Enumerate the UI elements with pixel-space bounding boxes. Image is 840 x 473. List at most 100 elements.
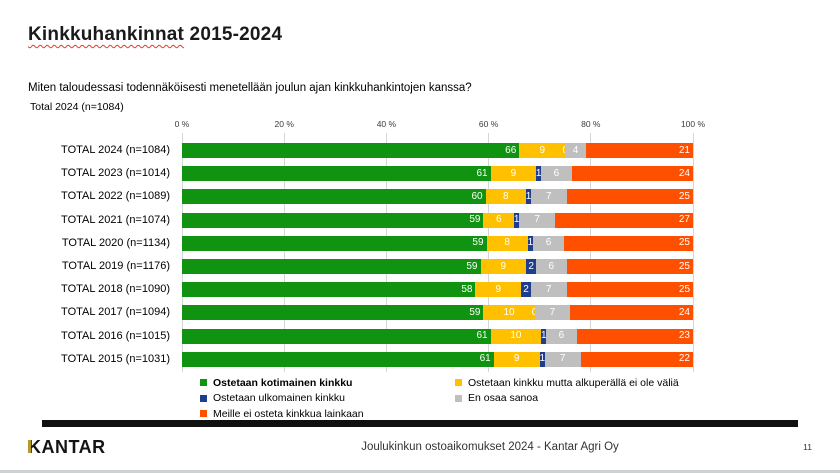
bar-segment: 21 xyxy=(585,143,693,159)
segment-value: 8 xyxy=(503,190,509,202)
segment-value: 10 xyxy=(510,330,522,342)
segment-value: 6 xyxy=(545,237,552,249)
axis-tick-label: 80 % xyxy=(581,119,601,129)
bar-segment: 25 xyxy=(566,259,693,275)
row-label: TOTAL 2019 (n=1176) xyxy=(61,259,170,272)
segment-value: 66 xyxy=(505,144,517,156)
bar-segment: 6 xyxy=(546,328,577,344)
bar-segment: 59 xyxy=(182,305,484,321)
row-label: TOTAL 2020 (n=1134) xyxy=(61,236,170,249)
bar-segment: 23 xyxy=(576,328,693,344)
bar-segment: 1 xyxy=(514,212,519,228)
legend-label: Meille ei osteta kinkkua lainkaan xyxy=(213,407,364,420)
segment-value: 25 xyxy=(678,260,690,272)
segment-value: 25 xyxy=(678,283,691,295)
segment-value: 7 xyxy=(534,214,540,226)
gridline xyxy=(590,133,592,372)
row-label: TOTAL 2024 (n=1084) xyxy=(61,144,170,156)
segment-value: 7 xyxy=(546,283,552,295)
axis-tick-label: 40 % xyxy=(376,119,397,129)
legend-item: Ostetaan kotimainen kinkku xyxy=(200,375,364,391)
segment-value: 1 xyxy=(527,237,534,249)
segment-value: 59 xyxy=(469,306,481,318)
legend-swatch xyxy=(200,410,207,418)
bar-segment: 66 xyxy=(182,143,520,159)
gridline xyxy=(181,133,183,372)
legend-swatch xyxy=(200,379,207,387)
bar-segment: 6 xyxy=(536,259,567,275)
bar-segment: 27 xyxy=(555,212,693,228)
segment-value: 9 xyxy=(500,260,507,272)
segment-value: 1 xyxy=(540,330,547,342)
bar-segment: 24 xyxy=(571,166,693,182)
title-years: 2015-2024 xyxy=(184,24,283,45)
segment-value: 1 xyxy=(525,190,532,202)
bar-row: 61 9 1 6 24 xyxy=(182,162,693,185)
x-axis: 0 % 20 % 40 % 60 % 80 % 100 % xyxy=(175,119,705,131)
bar-row: 61 10 1 6 23 xyxy=(182,325,693,348)
bar-row: 59 6 1 7 27 xyxy=(182,209,693,232)
bar-segment: 6 xyxy=(532,235,564,251)
row-label: TOTAL 2018 (n=1090) xyxy=(61,283,170,296)
row-labels: TOTAL 2024 (n=1084) TOTAL 2023 (n=1014) TO… xyxy=(0,139,170,371)
segment-value: 1 xyxy=(535,167,542,179)
bar-row: 60 8 1 7 25 xyxy=(182,185,693,208)
bar-segment: 7 xyxy=(534,305,571,321)
legend-swatch xyxy=(200,394,207,402)
segment-value: 59 xyxy=(472,237,484,249)
segment-value: 24 xyxy=(678,306,690,318)
segment-value: 6 xyxy=(558,330,565,342)
bar-row: 59100724 xyxy=(182,301,693,324)
segment-value: 25 xyxy=(678,190,690,202)
question-text: Miten taloudessasi todennäköisesti menet… xyxy=(28,82,472,94)
bar-segment: 60 xyxy=(182,189,486,205)
segment-value: 59 xyxy=(469,214,481,226)
bar-segment: 25 xyxy=(566,189,693,205)
bar-segment: 25 xyxy=(566,282,694,298)
segment-value: 7 xyxy=(559,353,566,365)
gridline xyxy=(692,133,694,372)
page-title: Kinkkuhankinnat 2015-2024 xyxy=(28,24,282,46)
bar-row: 59 8 1 6 25 xyxy=(182,232,693,255)
bar-segment: 7 xyxy=(531,189,567,205)
bar-segment: 2 xyxy=(520,282,532,298)
segment-value: 9 xyxy=(539,144,546,156)
row-label: TOTAL 2022 (n=1089) xyxy=(61,190,170,203)
bar-segment: 9 xyxy=(475,282,521,298)
gridline xyxy=(385,133,387,372)
bar-segment: 1 xyxy=(539,351,545,367)
bar-segment: 1 xyxy=(525,189,532,205)
legend-right-column: Ostetaan kinkku mutta alkuperällä ei ole… xyxy=(455,375,679,406)
axis-tick-label: 20 % xyxy=(274,119,294,129)
segment-value: 9 xyxy=(513,353,520,365)
bar-segment: 9 xyxy=(493,351,540,367)
segment-value: 8 xyxy=(504,237,510,249)
segment-value: 9 xyxy=(495,283,501,295)
subtitle-text: Total 2024 (n=1084) xyxy=(30,101,124,113)
legend-item: En osaa sanoa xyxy=(455,391,679,407)
legend-item: Ostetaan ulkomainen kinkku xyxy=(200,391,364,407)
segment-value: 60 xyxy=(471,190,483,202)
gridline xyxy=(488,133,490,372)
segment-value: 4 xyxy=(572,144,579,156)
bar-segment: 61 xyxy=(182,351,494,367)
segment-value: 2 xyxy=(528,260,534,272)
gridline xyxy=(283,133,285,372)
bar-segment: 10 xyxy=(483,305,535,321)
bar-segment: 58 xyxy=(182,282,476,298)
segment-value: 23 xyxy=(678,330,690,342)
segment-value: 7 xyxy=(546,190,552,202)
bar-segment: 25 xyxy=(563,235,693,251)
legend-swatch xyxy=(455,379,462,387)
segment-value: 27 xyxy=(678,214,690,226)
segment-value: 6 xyxy=(553,167,560,179)
axis-tick-label: 60 % xyxy=(478,119,499,129)
segment-value: 58 xyxy=(461,283,473,295)
kantar-logo: KANTAR xyxy=(28,437,106,457)
bar-segment: 59 xyxy=(182,259,481,275)
bar-segment: 1 xyxy=(540,328,547,344)
row-label: TOTAL 2023 (n=1014) xyxy=(61,167,170,180)
segment-value: 7 xyxy=(549,306,556,318)
bar-segment: 61 xyxy=(182,166,491,182)
legend-item: Meille ei osteta kinkkua lainkaan xyxy=(200,406,364,422)
